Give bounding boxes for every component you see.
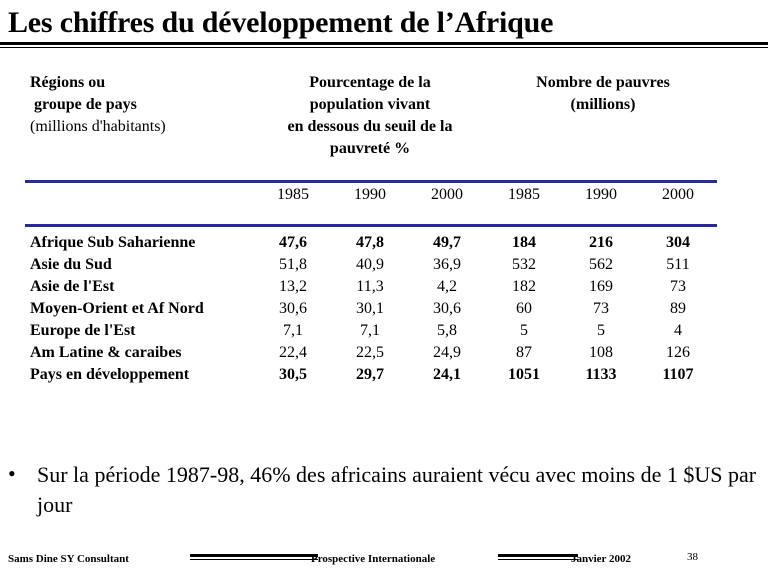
header-regions: Régions ou groupe de pays (millions d'ha… [30, 72, 166, 138]
footer-bar-right-thin [498, 559, 578, 560]
footer-date: Janvier 2002 [571, 553, 631, 565]
table-cell: 30,1 [356, 300, 384, 317]
table-cell: 216 [589, 234, 613, 251]
table-cell: 87 [516, 344, 532, 361]
table-cell: 184 [512, 234, 536, 251]
table-cell: 30,6 [433, 300, 461, 317]
table-cell: 89 [670, 300, 686, 317]
table-cell: 7,1 [283, 322, 303, 339]
title-rule-thin [0, 47, 768, 48]
region-name: Afrique Sub Saharienne [30, 234, 196, 251]
table-cell: 5 [520, 322, 528, 339]
table-cell: 36,9 [433, 256, 461, 273]
header-percentage: Pourcentage de la population vivant en d… [270, 72, 470, 160]
header-percentage-line4: pauvreté % [329, 140, 411, 157]
table-cell: 49,7 [433, 234, 461, 251]
title-rule-thick [0, 42, 768, 45]
table-cell: 182 [512, 278, 536, 295]
table-cell: 29,7 [356, 366, 384, 383]
year-header: 2000 [431, 186, 463, 203]
table-cell: 1051 [508, 366, 540, 383]
table-cell: 1107 [662, 366, 694, 383]
table-cell: 126 [666, 344, 690, 361]
header-percentage-line3: en dessous du seuil de la [287, 118, 453, 135]
table-cell: 47,6 [279, 234, 307, 251]
header-regions-line1: Régions ou [30, 74, 106, 91]
table-cell: 304 [666, 234, 690, 251]
year-header: 1990 [585, 186, 617, 203]
region-name: Europe de l'Est [30, 322, 136, 339]
table-cell: 4 [674, 322, 682, 339]
table-cell: 73 [670, 278, 686, 295]
page-number: 38 [687, 551, 698, 563]
table-cell: 13,2 [279, 278, 307, 295]
footer-bar-left [190, 554, 318, 557]
table-cell: 24,9 [433, 344, 461, 361]
region-name: Pays en développement [30, 366, 190, 383]
table-cell: 24,1 [433, 366, 461, 383]
table-cell: 22,5 [356, 344, 384, 361]
page-title: Les chiffres du développement de l’Afriq… [8, 6, 554, 39]
table-cell: 108 [589, 344, 613, 361]
year-header: 2000 [662, 186, 694, 203]
table-cell: 73 [593, 300, 609, 317]
year-header: 1985 [508, 186, 540, 203]
footer-bar-left-thin [190, 559, 318, 560]
table-rule-top [25, 180, 717, 183]
table-cell: 40,9 [356, 256, 384, 273]
header-percentage-line1: Pourcentage de la [309, 74, 431, 91]
region-name: Am Latine & caraibes [30, 344, 182, 361]
table-cell: 22,4 [279, 344, 307, 361]
table-cell: 169 [589, 278, 613, 295]
table-cell: 5,8 [437, 322, 457, 339]
table-cell: 1133 [585, 366, 617, 383]
table-cell: 47,8 [356, 234, 384, 251]
header-regions-line2: groupe de pays [34, 96, 137, 113]
header-poor-count-line1: Nombre de pauvres [536, 74, 670, 91]
region-name: Asie de l'Est [30, 278, 115, 295]
header-poor-count-line2: (millions) [570, 96, 636, 113]
table-cell: 562 [589, 256, 613, 273]
table-cell: 51,8 [279, 256, 307, 273]
footer-bar-right [498, 554, 578, 557]
table-cell: 511 [666, 256, 690, 273]
region-name: Moyen-Orient et Af Nord [30, 300, 204, 317]
header-percentage-line2: population vivant [309, 96, 431, 113]
year-header: 1990 [354, 186, 386, 203]
bullet-icon: • [8, 461, 16, 486]
header-poor-count: Nombre de pauvres (millions) [503, 72, 703, 116]
table-cell: 532 [512, 256, 536, 273]
table-cell: 11,3 [356, 278, 384, 295]
table-cell: 60 [516, 300, 532, 317]
region-name: Asie du Sud [30, 256, 112, 273]
table-rule-header [25, 224, 717, 227]
table-cell: 30,5 [279, 366, 307, 383]
header-regions-line3: (millions d'habitants) [30, 118, 166, 135]
footer-center: Prospective Internationale [311, 553, 436, 565]
table-cell: 4,2 [437, 278, 457, 295]
bullet-text: Sur la période 1987-98, 46% des africain… [37, 462, 757, 517]
footer-author: Sams Dine SY Consultant [8, 553, 129, 565]
table-cell: 30,6 [279, 300, 307, 317]
year-header: 1985 [277, 186, 309, 203]
table-cell: 7,1 [360, 322, 380, 339]
table-cell: 5 [597, 322, 605, 339]
